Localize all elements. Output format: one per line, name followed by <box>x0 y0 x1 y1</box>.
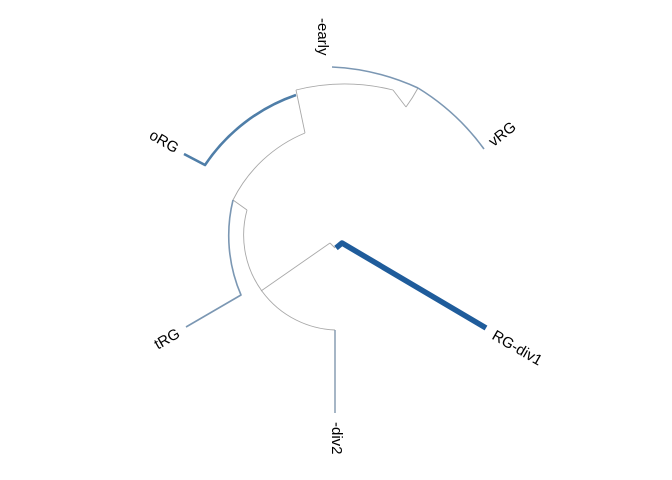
arc-node-b <box>232 132 306 201</box>
branch-div1 <box>334 240 488 331</box>
arc-node-a <box>243 209 336 331</box>
label-org: oRG <box>146 127 181 157</box>
internal-branches <box>232 83 419 331</box>
arc-node-c <box>295 83 394 91</box>
tip-labels: -early vRG oRG tRG -div2 RG-div1 <box>146 18 545 455</box>
label-vrg: vRG <box>485 118 519 150</box>
branch-vrg <box>417 87 485 150</box>
branch-early <box>331 66 419 89</box>
branch-org <box>183 93 297 167</box>
branch-trg <box>185 199 242 328</box>
label-div1: RG-div1 <box>489 327 545 369</box>
label-trg: tRG <box>151 325 183 353</box>
arc-node-d <box>405 87 419 108</box>
branch-c-to-d <box>392 89 407 108</box>
branch-b-to-c <box>295 89 306 134</box>
tip-branches <box>183 66 488 413</box>
root-stub <box>329 242 336 249</box>
branch-root-to-a <box>260 242 331 292</box>
label-div2: -div2 <box>328 422 345 455</box>
label-early: -early <box>314 18 331 56</box>
branch-a-to-b <box>232 199 248 211</box>
